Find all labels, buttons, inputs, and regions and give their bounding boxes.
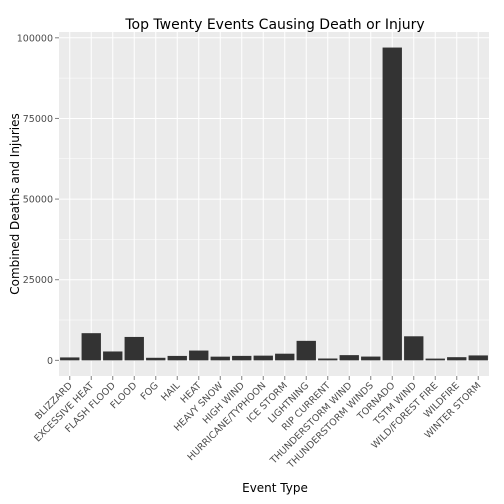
bar	[361, 356, 381, 361]
bars	[60, 47, 488, 361]
x-tick-label: FOG	[139, 380, 161, 402]
y-tick-label: 75000	[23, 114, 53, 125]
bar	[296, 340, 316, 361]
bar	[146, 357, 166, 361]
bar	[253, 355, 273, 361]
plot-panel	[59, 32, 489, 376]
bar	[275, 353, 295, 361]
x-tick-label: HAIL	[159, 380, 183, 404]
bar	[339, 355, 359, 361]
bar	[60, 357, 80, 361]
bar	[167, 355, 187, 361]
y-tick-label: 50000	[23, 195, 53, 206]
bar	[404, 336, 424, 361]
bar	[382, 47, 402, 361]
bar	[468, 355, 488, 361]
bar	[318, 358, 338, 361]
bar	[189, 350, 209, 361]
bar	[447, 357, 467, 361]
bar	[210, 356, 230, 361]
bar	[425, 358, 445, 361]
bar	[232, 355, 252, 361]
bar	[124, 336, 144, 361]
y-axis-title: Combined Deaths and Injuries	[8, 113, 22, 295]
y-tick-label: 25000	[23, 275, 53, 286]
y-tick-label: 100000	[17, 33, 53, 44]
bar	[81, 333, 101, 361]
y-tick-label: 0	[47, 356, 53, 367]
chart-title: Top Twenty Events Causing Death or Injur…	[124, 17, 424, 33]
y-axis: 0 25000 50000 75000 100000	[17, 33, 59, 367]
x-axis-title: Event Type	[242, 481, 308, 495]
bar	[103, 351, 123, 361]
